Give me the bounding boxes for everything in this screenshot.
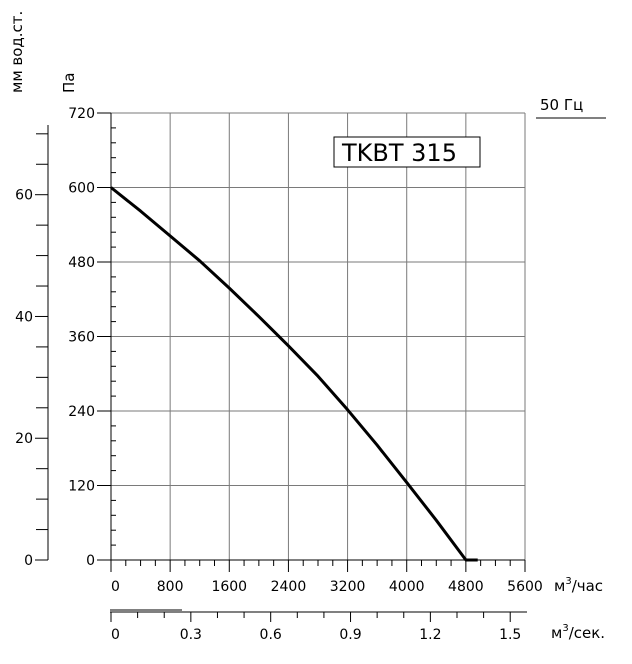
x2-axis-unit: м3/сек. xyxy=(551,623,605,642)
y-tick-label: 240 xyxy=(68,404,95,420)
y-tick-label: 600 xyxy=(68,181,95,197)
x-axis-unit: м3/час xyxy=(554,576,603,595)
y2-tick-label: 60 xyxy=(15,188,33,204)
x-tick-label: 800 xyxy=(157,579,184,595)
y-tick-label: 120 xyxy=(68,479,95,495)
y-tick-label: 0 xyxy=(86,553,95,569)
x-tick-label: 5600 xyxy=(507,579,543,595)
y2-tick-label: 40 xyxy=(15,309,33,325)
x-unit-base: м xyxy=(554,577,565,595)
x-tick-label: 4000 xyxy=(389,579,425,595)
y2-tick-label: 0 xyxy=(24,553,33,569)
x2-tick-label: 1.5 xyxy=(499,627,521,643)
frequency-label: 50 Гц xyxy=(540,96,583,114)
chart-title: TKBT 315 xyxy=(341,139,457,167)
x2-tick-label: 0.3 xyxy=(180,627,202,643)
x2-unit-base: м xyxy=(551,624,562,642)
title-box xyxy=(333,136,481,168)
x2-tick-label: 0.9 xyxy=(339,627,361,643)
y2-tick-label: 20 xyxy=(15,431,33,447)
x-tick-label: 0 xyxy=(111,579,120,595)
curve-layer xyxy=(110,186,478,562)
tick-marks xyxy=(35,112,526,622)
x-unit-suffix: /час xyxy=(572,577,603,595)
x2-tick-label: 0 xyxy=(111,627,120,643)
x-unit-sup: 3 xyxy=(565,576,571,587)
x-tick-label: 1600 xyxy=(211,579,247,595)
y-tick-label: 480 xyxy=(68,255,95,271)
x2-unit-suffix: /сек. xyxy=(569,624,605,642)
x2-unit-sup: 3 xyxy=(562,623,568,634)
x-tick-label: 3200 xyxy=(330,579,366,595)
x-tick-label: 4800 xyxy=(448,579,484,595)
x-tick-label: 2400 xyxy=(271,579,307,595)
performance-curve xyxy=(110,186,478,562)
y2-axis-title: мм вод.ст. xyxy=(8,11,26,93)
y-tick-label: 720 xyxy=(68,106,95,122)
y-tick-label: 360 xyxy=(68,330,95,346)
x2-tick-label: 0.6 xyxy=(260,627,282,643)
x2-tick-label: 1.2 xyxy=(419,627,441,643)
y-axis-title: Па xyxy=(60,73,78,93)
grid-lines xyxy=(111,112,526,560)
